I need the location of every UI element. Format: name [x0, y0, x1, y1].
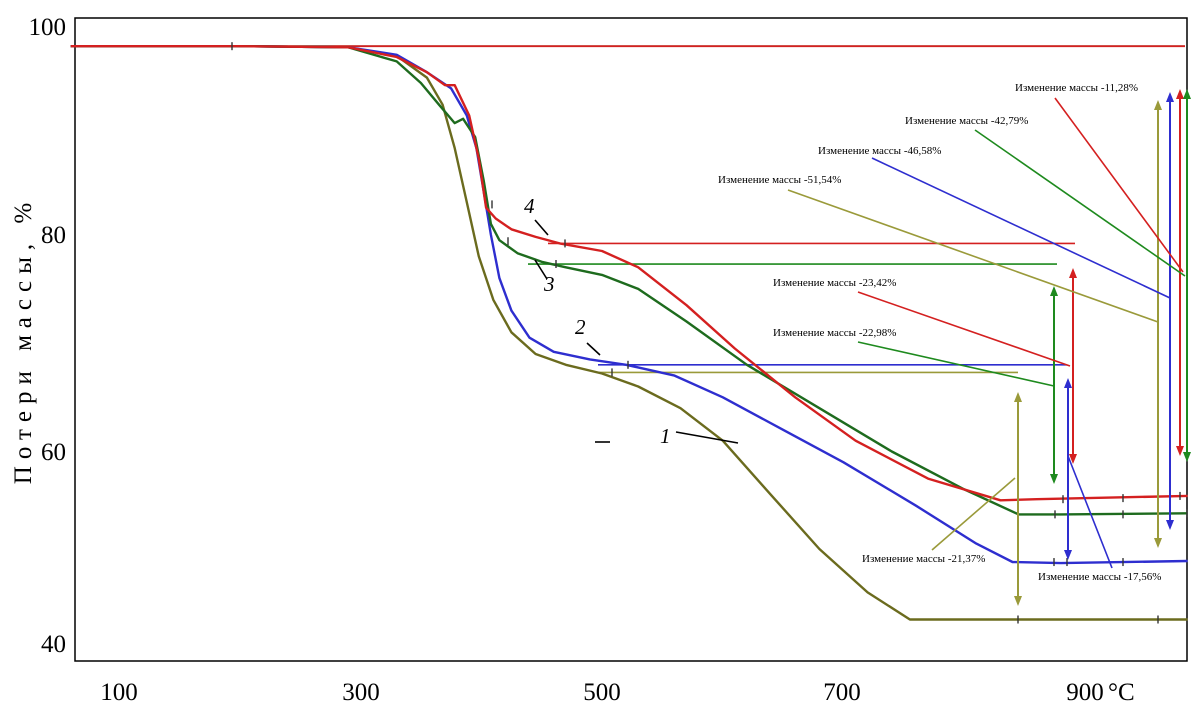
x-tick-label: 500	[583, 679, 621, 705]
markers	[231, 42, 1188, 624]
curve-label-1: 1	[660, 424, 671, 448]
mass-change-arrow	[1183, 89, 1191, 462]
arrow-head	[1176, 446, 1184, 456]
leader-line	[871, 157, 1171, 299]
mass-change-arrow	[1154, 100, 1162, 548]
arrow-head	[1166, 520, 1174, 530]
annotation-text: Изменение массы -46,58%	[818, 145, 941, 157]
arrow-head	[1069, 268, 1077, 278]
x-tick-label: 300	[342, 679, 380, 705]
leader-line	[787, 189, 1159, 323]
change-arrows	[1014, 89, 1191, 606]
curves	[70, 45, 1188, 621]
curve-label-3: 3	[543, 272, 555, 296]
annotation-text: Изменение массы -21,37%	[862, 553, 985, 565]
arrow-head	[1050, 286, 1058, 296]
leader-line	[857, 291, 1071, 367]
x-tick-label: 900	[1066, 679, 1104, 705]
leader-line	[1067, 455, 1113, 569]
arrow-head	[1183, 452, 1191, 462]
series-line-3	[70, 45, 1188, 516]
mass-change-arrow	[1166, 92, 1174, 530]
y-tick-label: 60	[41, 439, 66, 466]
annotation-text: Изменение массы -51,54%	[718, 174, 841, 186]
arrow-head	[1166, 92, 1174, 102]
annotation-text: Изменение массы -17,56%	[1038, 571, 1161, 583]
annotation-leaders	[534, 97, 1186, 569]
arrow-head	[1154, 100, 1162, 110]
arrow-head	[1014, 392, 1022, 402]
x-tick-label: 100	[100, 679, 138, 705]
annotation-text: Изменение массы -42,79%	[905, 115, 1028, 127]
mass-change-arrow	[1050, 286, 1058, 484]
reference-lines	[85, 45, 1185, 374]
arrow-head	[1069, 454, 1077, 464]
arrow-head	[1064, 550, 1072, 560]
y-axis-label: Потери массы, %	[10, 196, 37, 484]
x-axis-unit: °C	[1108, 679, 1135, 705]
leader-line	[534, 259, 548, 280]
annotation-text: Изменение массы -11,28%	[1015, 82, 1138, 94]
series-line-4	[70, 45, 1188, 502]
arrow-head	[1014, 596, 1022, 606]
y-tick-label: 40	[41, 631, 66, 658]
annotation-text: Изменение массы -22,98%	[773, 327, 896, 339]
arrow-head	[1064, 378, 1072, 388]
annotation-text: Изменение массы -23,42%	[773, 277, 896, 289]
leader-line	[974, 129, 1186, 277]
arrow-head	[1050, 474, 1058, 484]
curve-label-4: 4	[524, 194, 535, 218]
mass-change-arrow	[1014, 392, 1022, 606]
arrow-head	[1154, 538, 1162, 548]
y-tick-label: 80	[41, 222, 66, 249]
x-tick-label: 700	[823, 679, 861, 705]
leader-line	[857, 341, 1055, 387]
leader-line	[586, 342, 601, 356]
leader-line	[534, 219, 549, 236]
mass-change-arrow	[1064, 378, 1072, 560]
leader-line	[1054, 97, 1184, 273]
series-line-1	[70, 45, 1188, 621]
arrow-head	[1183, 89, 1191, 99]
leader-line	[675, 431, 739, 444]
curve-label-2: 2	[575, 315, 586, 339]
y-tick-label: 100	[29, 14, 67, 41]
mass-change-arrow	[1069, 268, 1077, 464]
arrow-head	[1176, 89, 1184, 99]
leader-line	[931, 477, 1016, 551]
